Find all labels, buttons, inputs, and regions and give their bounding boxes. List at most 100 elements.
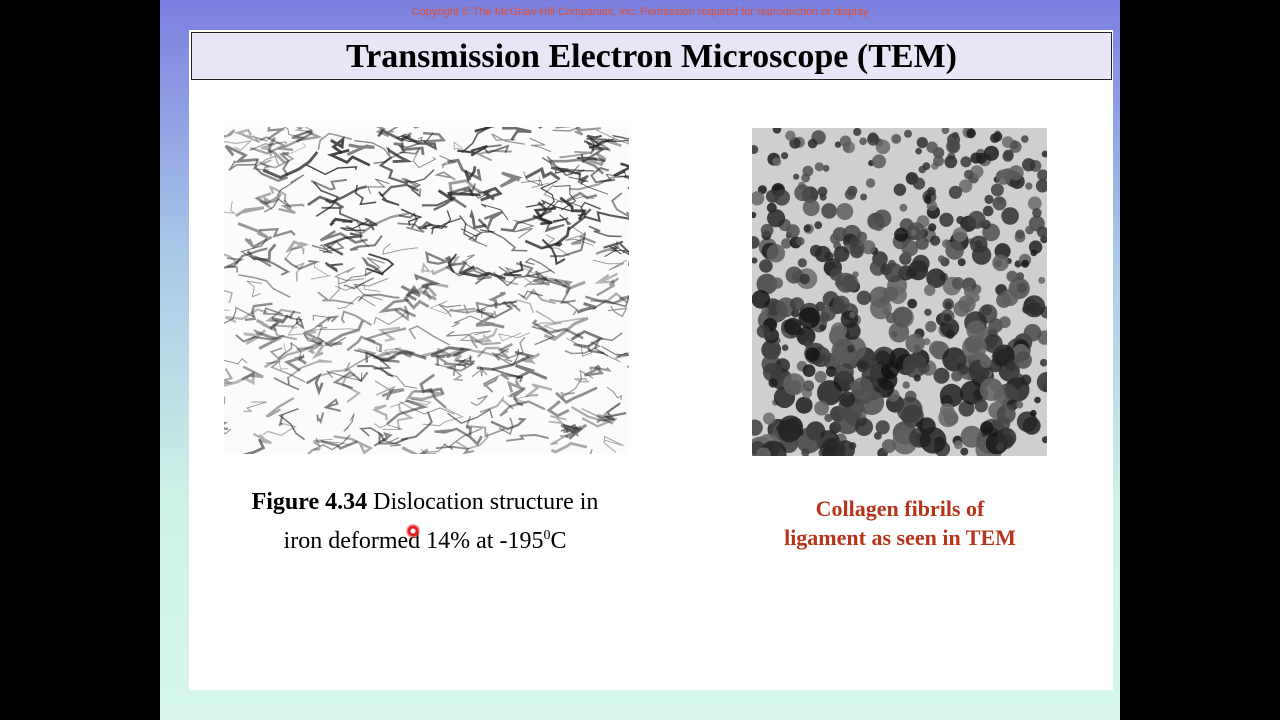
fibril — [807, 138, 818, 149]
fibril — [796, 326, 816, 346]
fibril — [771, 277, 783, 289]
fibril — [819, 193, 827, 201]
fibril — [794, 184, 811, 202]
fibril — [803, 380, 815, 392]
dislocation-line — [503, 266, 552, 279]
dislocation-line — [344, 348, 378, 372]
fibril — [1041, 436, 1047, 444]
dislocation-line — [525, 199, 573, 213]
dislocation-line — [386, 127, 421, 133]
fibril — [778, 415, 804, 441]
fibril — [786, 224, 800, 238]
fibril — [851, 377, 874, 400]
dislocation-line — [265, 360, 306, 383]
fibril — [867, 133, 880, 146]
dislocation-line — [323, 398, 341, 412]
slide: Copyright © The McGraw-Hill Companies, I… — [160, 0, 1120, 720]
fibril — [875, 350, 890, 366]
dislocation-line — [401, 177, 422, 198]
dislocation-line — [327, 148, 371, 167]
dislocation-line — [224, 200, 237, 214]
fibril — [824, 413, 833, 423]
fibril — [860, 193, 868, 201]
fibril — [1032, 208, 1042, 218]
dislocation-line — [535, 310, 585, 324]
dislocation-line — [364, 327, 406, 343]
dislocation-line — [438, 304, 462, 318]
dislocation-line — [520, 288, 556, 305]
slide-title: Transmission Electron Microscope (TEM) — [191, 32, 1112, 80]
dislocation-line — [333, 435, 374, 454]
dislocation-line — [319, 230, 368, 244]
dislocation-line — [473, 266, 491, 285]
dislocation-line — [541, 157, 585, 177]
fibril — [795, 236, 805, 246]
figure-label: Figure 4.34 — [251, 489, 368, 515]
dislocation-line — [570, 330, 604, 348]
fibril — [924, 308, 932, 316]
fibril — [759, 259, 773, 273]
dislocation-line — [305, 164, 358, 176]
dislocation-line — [316, 412, 325, 425]
dislocation-line — [453, 141, 469, 153]
dislocation-line — [421, 347, 452, 359]
dislocation-line — [568, 176, 609, 195]
fibril — [912, 254, 930, 273]
fibril — [761, 339, 782, 360]
dislocation-line — [550, 166, 581, 176]
dislocation-line — [592, 135, 629, 149]
fibril — [790, 297, 805, 312]
fibril — [766, 244, 786, 263]
dislocation-line — [394, 347, 415, 359]
fibril — [1038, 276, 1046, 284]
fibril — [752, 191, 765, 206]
dislocation-line — [381, 388, 405, 401]
dislocation-line — [574, 127, 601, 136]
dislocation-line — [386, 399, 429, 425]
fibril — [976, 152, 987, 164]
figure-caption: Figure 4.34 Dislocation structure in iro… — [210, 486, 640, 558]
dislocation-line — [278, 407, 306, 441]
dislocation-line — [296, 340, 324, 355]
dislocation-line — [613, 162, 629, 177]
dislocation-line — [498, 417, 514, 436]
dislocation-line — [386, 146, 413, 163]
dislocation-line — [502, 127, 532, 141]
dislocation-line — [588, 225, 622, 238]
dislocation-line — [312, 437, 321, 448]
dislocation-line — [269, 342, 293, 360]
dislocation-line — [269, 314, 290, 330]
dislocation-line — [503, 260, 524, 277]
fibril — [840, 310, 859, 328]
dislocation-line — [503, 336, 526, 363]
dislocation-line — [610, 249, 629, 254]
dislocation-line — [592, 295, 629, 310]
fibril — [996, 404, 1016, 424]
dislocation-line — [343, 413, 355, 432]
fibril — [958, 400, 975, 417]
fibril — [992, 254, 1009, 272]
dislocation-line — [396, 403, 415, 430]
fibril — [940, 403, 955, 418]
fibril — [1022, 416, 1041, 435]
fibril — [859, 137, 867, 146]
dislocation-line — [252, 328, 283, 350]
fibril — [752, 257, 758, 264]
dislocation-line — [265, 397, 295, 418]
fibril — [902, 381, 910, 389]
dislocation-line — [260, 142, 275, 157]
dislocation-line — [550, 441, 588, 454]
dislocation-line — [357, 293, 400, 302]
fibril — [924, 284, 936, 296]
dislocation-line — [571, 235, 596, 245]
dislocation-line — [531, 319, 584, 340]
dislocation-line — [475, 190, 491, 199]
fibril — [1025, 182, 1033, 190]
dislocation-line — [354, 184, 377, 206]
fibril — [772, 128, 782, 134]
fibril — [979, 377, 1003, 401]
dislocation-line — [228, 160, 257, 172]
fibril — [1020, 374, 1032, 386]
dislocation-line — [475, 301, 521, 313]
